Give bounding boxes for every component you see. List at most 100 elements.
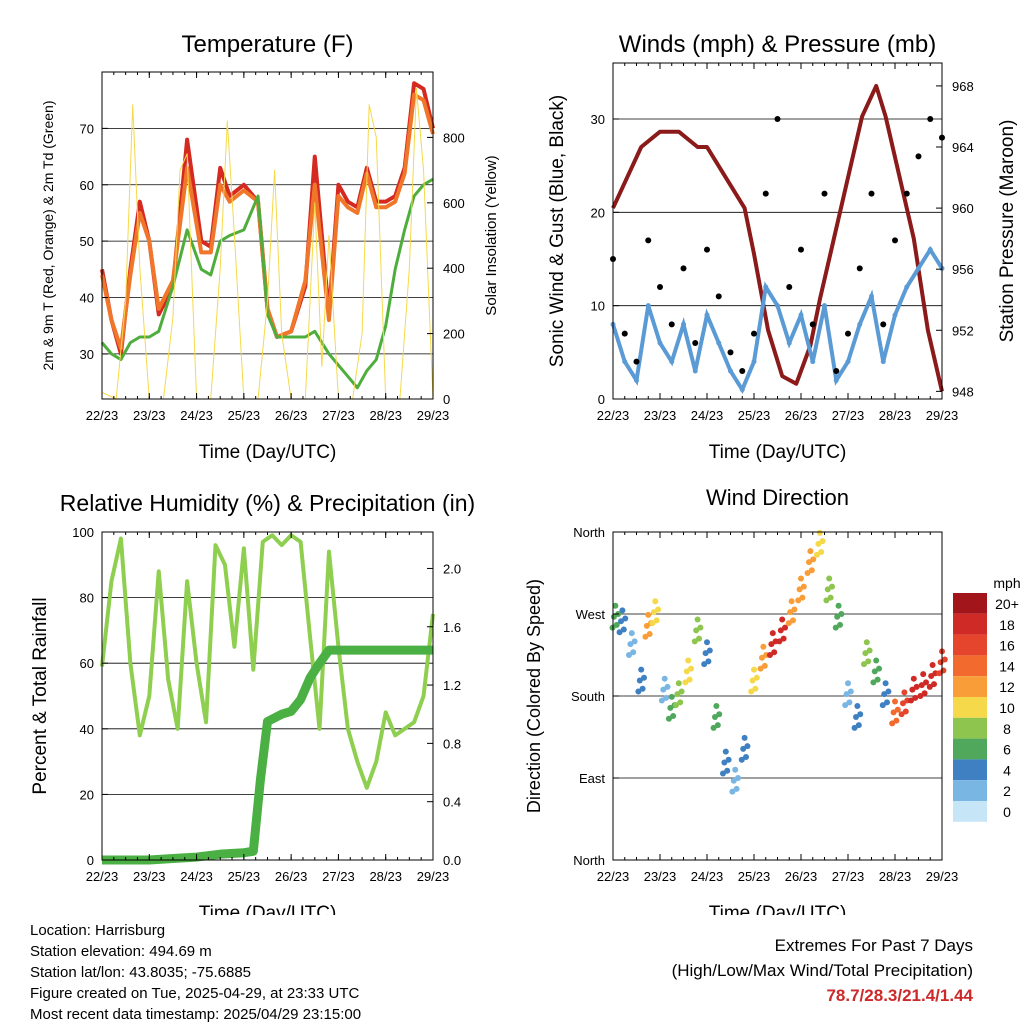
wind-direction-point bbox=[733, 785, 740, 792]
x-tick-label: 26/23 bbox=[785, 869, 818, 884]
wind-direction-point bbox=[835, 602, 842, 609]
wind-direction-point bbox=[663, 694, 670, 701]
x-tick-label: 22/23 bbox=[597, 869, 630, 884]
series-2-point bbox=[680, 265, 687, 272]
wind-direction-point bbox=[782, 624, 789, 631]
y-tick-label: 0 bbox=[87, 853, 94, 868]
wind-direction-point bbox=[910, 675, 917, 682]
legend-swatch bbox=[953, 738, 987, 760]
wind-direction-point bbox=[678, 688, 685, 695]
series-2-point bbox=[903, 190, 910, 197]
y-tick-label: 80 bbox=[80, 591, 94, 606]
y-tick-label: 20 bbox=[80, 787, 94, 802]
y2-tick-label: 952 bbox=[952, 323, 974, 338]
x-tick-label: 29/23 bbox=[417, 408, 450, 423]
wind-direction-point bbox=[694, 616, 701, 623]
wind-direction-point bbox=[800, 583, 807, 590]
legend-swatch bbox=[953, 634, 987, 656]
series-2-point bbox=[798, 246, 804, 253]
legend-label: 6 bbox=[1003, 742, 1011, 758]
y-tick-label: 100 bbox=[72, 525, 94, 540]
chart-panel-2: Winds (mph) & Pressure (mb) 22/23 23/23 24/… bbox=[547, 31, 1018, 463]
wind-direction-point bbox=[638, 666, 645, 673]
wind-direction-point bbox=[929, 662, 936, 669]
y-tick-label: 30 bbox=[80, 347, 94, 362]
x-tick-label: 24/23 bbox=[691, 869, 724, 884]
series-2-point bbox=[774, 116, 781, 122]
extremes-box: Extremes For Past 7 Days (High/Low/Max W… bbox=[672, 933, 973, 1008]
wind-direction-point bbox=[612, 602, 619, 609]
y2-tick-label: 0.4 bbox=[443, 795, 461, 810]
series-2-point bbox=[880, 321, 887, 328]
y2-tick-label: 0.8 bbox=[443, 736, 461, 751]
series-2-point bbox=[621, 330, 628, 337]
y2-tick-label: 800 bbox=[443, 130, 465, 145]
wind-direction-point bbox=[940, 667, 947, 674]
wind-direction-point bbox=[819, 538, 826, 545]
series-1-line bbox=[611, 245, 944, 394]
x-tick-label: 24/23 bbox=[180, 408, 213, 423]
y2-tick-label: 200 bbox=[443, 327, 465, 342]
series-2-point bbox=[704, 246, 710, 253]
x-tick-label: 27/23 bbox=[322, 869, 355, 884]
y2-tick-label: 968 bbox=[952, 79, 974, 94]
chart-title: Temperature (F) bbox=[181, 31, 353, 58]
wind-direction-point bbox=[646, 631, 653, 638]
series-0-line bbox=[611, 83, 944, 392]
legend-label: 4 bbox=[1003, 762, 1011, 778]
wind-direction-point bbox=[807, 548, 814, 555]
extremes-subtitle: (High/Low/Max Wind/Total Precipitation) bbox=[671, 961, 973, 980]
wind-direction-point bbox=[716, 711, 723, 718]
y-tick-label: North bbox=[573, 525, 605, 540]
wind-direction-point bbox=[655, 606, 662, 613]
wind-direction-point bbox=[641, 674, 648, 681]
wind-direction-point bbox=[884, 699, 891, 706]
wind-direction-point bbox=[630, 649, 637, 656]
wind-direction-point bbox=[866, 647, 873, 654]
legend-label: 20+ bbox=[995, 596, 1019, 612]
x-tick-label: 27/23 bbox=[832, 408, 865, 423]
wind-direction-point bbox=[696, 635, 703, 642]
wind-direction-point bbox=[902, 708, 909, 715]
wind-direction-point bbox=[741, 734, 748, 741]
wind-direction-point bbox=[753, 674, 760, 681]
wind-direction-point bbox=[725, 756, 732, 763]
wind-direction-point bbox=[686, 676, 693, 683]
wind-direction-point bbox=[913, 683, 920, 690]
series-2-point bbox=[927, 116, 934, 122]
legend-swatch bbox=[953, 759, 987, 781]
y-tick-label: 30 bbox=[591, 112, 605, 127]
wind-direction-point bbox=[829, 583, 836, 590]
wind-direction-point bbox=[653, 617, 660, 624]
x-tick-label: 29/23 bbox=[417, 869, 450, 884]
x-tick-label: 23/23 bbox=[644, 408, 677, 423]
series-2-point bbox=[668, 321, 675, 328]
series-2-point bbox=[739, 368, 746, 374]
x-tick-label: 26/23 bbox=[275, 408, 308, 423]
wind-direction-point bbox=[912, 694, 919, 701]
wind-direction-point bbox=[760, 643, 767, 650]
series-2-point bbox=[715, 293, 722, 300]
y-axis-label: Percent & Total Rainfall bbox=[30, 597, 51, 794]
wind-direction-point bbox=[874, 676, 881, 683]
y2-tick-label: 956 bbox=[952, 262, 974, 277]
x-tick-label: 26/23 bbox=[785, 408, 818, 423]
legend-title: mph bbox=[993, 575, 1020, 591]
y-tick-label: 50 bbox=[80, 234, 94, 249]
legend-label: 16 bbox=[999, 638, 1015, 654]
series-2-line bbox=[100, 177, 434, 390]
series-2-point bbox=[809, 321, 816, 328]
x-tick-label: 23/23 bbox=[133, 869, 166, 884]
legend-label: 8 bbox=[1003, 721, 1011, 737]
wind-direction-point bbox=[752, 685, 759, 692]
wind-direction-point bbox=[857, 711, 864, 718]
wind-direction-point bbox=[892, 698, 898, 705]
series-2-point bbox=[657, 284, 663, 290]
wind-direction-point bbox=[818, 549, 825, 556]
x-tick-label: 23/23 bbox=[644, 869, 677, 884]
y2-tick-label: 960 bbox=[952, 201, 974, 216]
y2-tick-label: 600 bbox=[443, 196, 465, 211]
wind-direction-point bbox=[799, 594, 806, 601]
y2-tick-label: 948 bbox=[952, 384, 974, 399]
wind-direction-point bbox=[771, 649, 778, 656]
